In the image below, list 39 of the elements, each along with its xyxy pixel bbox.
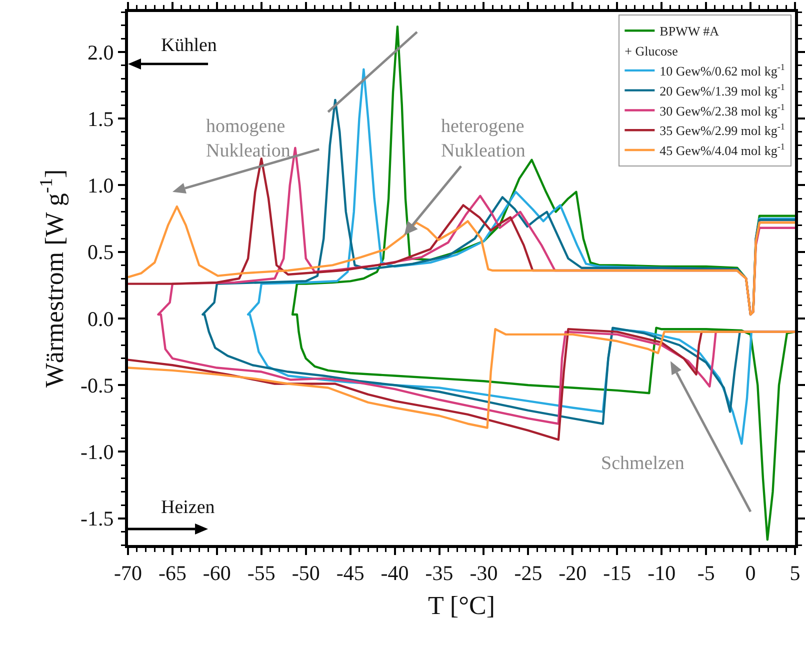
legend-label: BPWW #A — [660, 24, 720, 39]
legend-label: 30 Gew%/2.38 mol kg$^{-1}$ — [660, 102, 785, 118]
legend-label: 35 Gew%/2.99 mol kg$^{-1}$ — [660, 122, 785, 138]
x-tick-label: -60 — [202, 561, 231, 586]
legend-label: 20 Gew%/1.39 mol kg$^{-1}$ — [660, 82, 785, 98]
annotation: Schmelzen — [601, 453, 685, 474]
x-tick-label: -35 — [425, 561, 454, 586]
y-tick-label: 0.5 — [88, 240, 114, 264]
x-tick-label: -50 — [292, 561, 320, 586]
x-tick-label: -25 — [514, 561, 542, 586]
x-tick-label: -65 — [158, 561, 186, 586]
y-tick-label: -0.5 — [80, 373, 114, 398]
annotation: heterogene Nukleation — [441, 116, 526, 162]
x-tick-label: -70 — [114, 561, 142, 586]
legend-title: + Glucose — [624, 44, 678, 59]
legend-label: 10 Gew%/0.62 mol kg$^{-1}$ — [660, 62, 785, 78]
y-tick-label: 2.0 — [88, 40, 114, 64]
x-tick-label: -45 — [336, 561, 364, 586]
annotation: Heizen — [161, 497, 216, 518]
x-tick-label: -30 — [470, 561, 498, 586]
x-tick-label: -15 — [603, 561, 632, 586]
line-series — [291, 26, 795, 541]
y-tick-label: -1.5 — [80, 506, 114, 531]
legend-label: 45 Gew%/4.04 mol kg$^{-1}$ — [660, 142, 785, 158]
y-tick-label: 0.0 — [88, 306, 114, 331]
x-tick-label: -10 — [648, 561, 676, 586]
annotation: homogene Nukleation — [206, 116, 291, 162]
x-tick-label: -40 — [380, 561, 409, 586]
x-tick-label: -5 — [697, 561, 715, 586]
annotation: Kühlen — [161, 35, 218, 56]
y-tick-label: -1.0 — [80, 440, 114, 464]
y-tick-label: 1.5 — [88, 106, 114, 131]
x-tick-label: 5 — [790, 561, 800, 586]
line-series — [202, 98, 795, 425]
y-tick-label: 1.0 — [88, 174, 114, 198]
x-tick-label: 0 — [745, 561, 756, 586]
x-tick-label: -20 — [558, 561, 587, 586]
x-tick-label: -55 — [247, 561, 276, 586]
x-axis-title: T [°C] — [428, 590, 495, 620]
